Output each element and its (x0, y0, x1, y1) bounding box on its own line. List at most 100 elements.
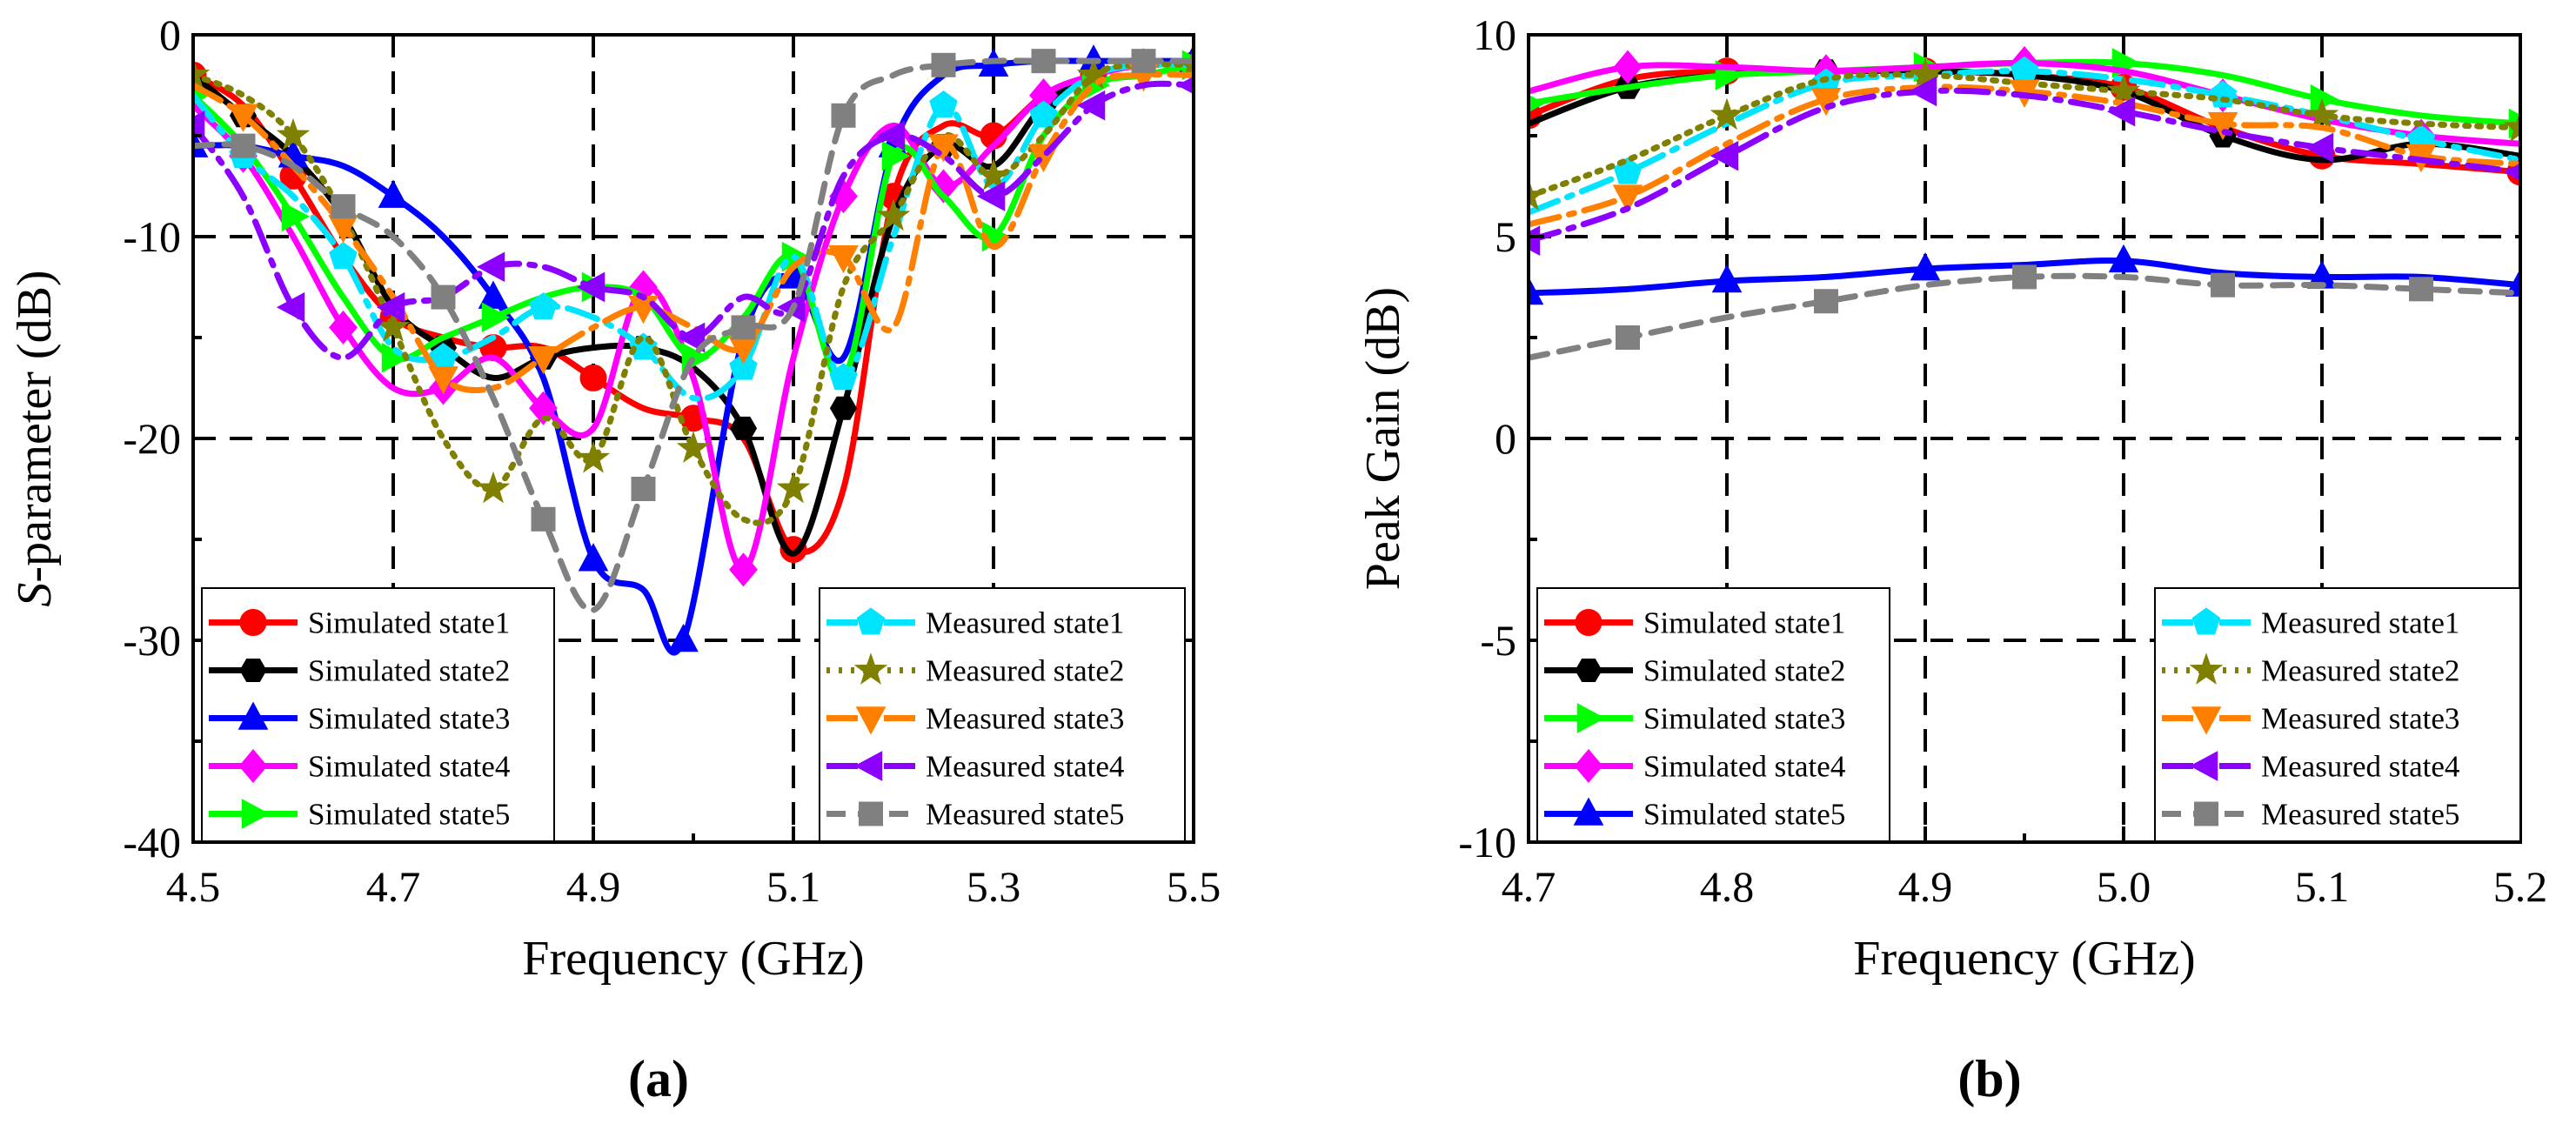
data-point (376, 291, 405, 323)
data-point (976, 158, 1011, 191)
series-simulated-state2 (193, 53, 1194, 557)
legend-marker (853, 652, 888, 685)
data-point (576, 271, 606, 303)
legend-item: Measured state4 (2162, 750, 2459, 784)
legend-item: Simulated state1 (1544, 606, 1845, 640)
data-point (2208, 80, 2238, 108)
legend-item: Measured state1 (2162, 606, 2459, 640)
data-point (729, 352, 758, 380)
series-measured-state4 (1529, 76, 2520, 256)
x-tick-label: 5.3 (967, 862, 1021, 911)
data-point (1910, 252, 1941, 281)
data-point (428, 366, 458, 395)
y-axis-label: S-parameter (dB) (8, 270, 62, 606)
data-point (2503, 163, 2520, 181)
legend-item: Simulated state5 (209, 798, 510, 832)
y-tick-label: 0 (1495, 414, 1516, 463)
data-point (2305, 97, 2339, 130)
data-point (1076, 90, 1106, 121)
data-point (1031, 49, 1056, 74)
series-line (193, 57, 1194, 613)
data-point (329, 310, 358, 345)
panel-a: 4.5 4.7 4.9 5.1 5.3 5.5 -40 -30 -20 -10 0 Frequency… (8, 10, 1221, 1107)
legend-label: Measured state4 (926, 750, 1124, 784)
data-point (1612, 184, 1643, 213)
legend-item: Simulated state3 (209, 701, 510, 736)
legend-label: Measured state4 (2261, 750, 2459, 784)
y-axis-label-italic: S (8, 583, 62, 607)
legend-label: Simulated state5 (1643, 798, 1845, 832)
plot-area (193, 44, 1194, 656)
data-point (929, 90, 958, 118)
series-line (193, 61, 1194, 573)
legend-marker (238, 748, 268, 784)
data-point (476, 471, 511, 504)
legend-marker (853, 751, 883, 781)
x-axis-label: Frequency (GHz) (1853, 932, 2195, 986)
y-tick-label: -20 (123, 414, 181, 463)
legend-left: Simulated state1 Simulated state2 Simulate… (201, 587, 555, 842)
data-point (478, 280, 509, 309)
legend-item: Measured state3 (826, 702, 1124, 736)
data-point (676, 322, 706, 353)
legend-left: Simulated state1 Simulated state2 Simulate… (1536, 587, 1890, 842)
legend-marker (856, 607, 886, 635)
series-measured-state3 (193, 64, 1194, 395)
data-point (1616, 325, 1640, 350)
series-measured-state5 (193, 49, 1194, 613)
legend-label: Measured state5 (926, 798, 1124, 832)
legend-marker (855, 706, 887, 735)
data-point (329, 242, 358, 270)
legend-label: Measured state5 (2261, 798, 2459, 832)
data-point (2409, 277, 2433, 302)
legend-right: Measured state1 Measured state2 Measured s… (2154, 587, 2521, 842)
legend-marker (2189, 751, 2218, 781)
data-point (876, 120, 906, 151)
data-point (828, 244, 859, 274)
legend-item: Simulated state5 (1544, 797, 1845, 832)
x-tick-label: 5.1 (766, 862, 821, 911)
data-point (1529, 94, 1546, 113)
data-point (2106, 96, 2136, 127)
series-measured-state5 (1529, 264, 2520, 361)
data-point (431, 284, 456, 310)
x-axis-label: Frequency (GHz) (522, 932, 864, 986)
data-point (1710, 140, 1739, 171)
x-tick-label: 5.0 (2097, 862, 2151, 911)
data-point (528, 345, 559, 375)
panel-b: 4.7 4.8 4.9 5.0 5.1 5.2 -10 -5 0 5 10 Frequency (GH… (1356, 10, 2547, 1107)
legend-label: Simulated state5 (308, 798, 510, 832)
legend-item: Measured state1 (826, 606, 1124, 640)
y-axis-label: Peak Gain (dB) (1356, 287, 1410, 590)
y-tick-label: 10 (1473, 10, 1516, 59)
plot-area (1529, 45, 2520, 361)
data-point (531, 506, 556, 532)
data-point (576, 440, 611, 473)
data-point (1529, 225, 1541, 256)
data-point (231, 133, 256, 158)
legend-marker (2191, 706, 2222, 735)
data-point (378, 179, 409, 208)
data-point (1711, 264, 1743, 293)
legend-item: Measured state4 (826, 750, 1124, 784)
data-point (2106, 73, 2141, 106)
legend-item: Simulated state4 (1544, 748, 1845, 784)
panel-label: (a) (628, 1050, 689, 1107)
data-point (578, 543, 609, 572)
x-tick-label: 4.7 (366, 862, 421, 911)
data-point (1029, 100, 1058, 128)
data-point (776, 471, 811, 504)
data-point (476, 251, 505, 283)
data-point (1710, 97, 1744, 130)
legend-marker (2189, 652, 2224, 685)
data-point (2503, 110, 2520, 143)
data-point (2012, 264, 2037, 290)
data-point (831, 103, 856, 128)
legend-marker (1574, 748, 1603, 784)
data-point (481, 302, 511, 333)
x-tick-label: 5.5 (1167, 862, 1221, 911)
data-point (1529, 276, 1544, 305)
data-point (1076, 57, 1111, 90)
y-tick-label: -40 (123, 818, 181, 866)
